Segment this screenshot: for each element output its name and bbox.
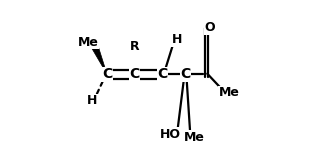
Text: R: R	[130, 40, 140, 53]
Text: H: H	[87, 94, 98, 107]
Text: HO: HO	[160, 128, 181, 141]
Text: O: O	[205, 21, 215, 34]
Text: C: C	[180, 67, 191, 81]
Text: C: C	[130, 67, 140, 81]
Text: C: C	[102, 67, 112, 81]
Polygon shape	[92, 45, 107, 74]
Text: H: H	[172, 33, 182, 46]
Text: Me: Me	[77, 36, 98, 49]
Text: Me: Me	[219, 86, 240, 99]
Text: Me: Me	[184, 131, 205, 144]
Text: C: C	[157, 67, 168, 81]
